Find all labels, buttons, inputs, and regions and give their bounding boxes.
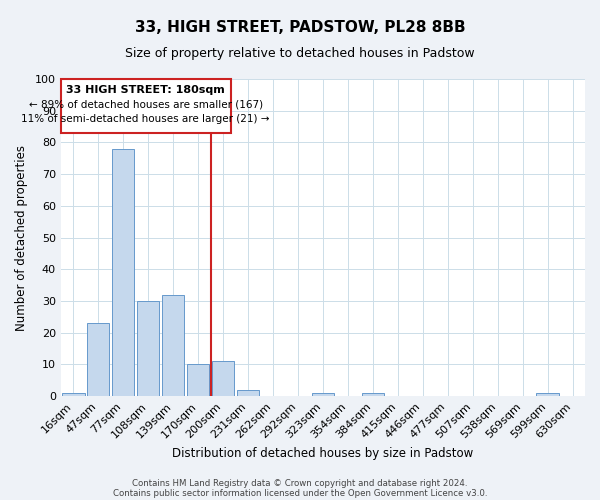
X-axis label: Distribution of detached houses by size in Padstow: Distribution of detached houses by size … [172, 447, 473, 460]
Text: Contains public sector information licensed under the Open Government Licence v3: Contains public sector information licen… [113, 488, 487, 498]
Bar [237, 390, 259, 396]
Text: Size of property relative to detached houses in Padstow: Size of property relative to detached ho… [125, 48, 475, 60]
Bar [62, 393, 85, 396]
Bar [112, 149, 134, 396]
Bar [87, 324, 109, 396]
Text: 11% of semi-detached houses are larger (21) →: 11% of semi-detached houses are larger (… [22, 114, 270, 124]
Text: Contains HM Land Registry data © Crown copyright and database right 2024.: Contains HM Land Registry data © Crown c… [132, 478, 468, 488]
Text: 33, HIGH STREET, PADSTOW, PL28 8BB: 33, HIGH STREET, PADSTOW, PL28 8BB [134, 20, 466, 35]
FancyBboxPatch shape [61, 79, 230, 133]
Bar [212, 362, 234, 396]
Text: ← 89% of detached houses are smaller (167): ← 89% of detached houses are smaller (16… [29, 100, 263, 110]
Bar [162, 294, 184, 396]
Bar [311, 393, 334, 396]
Bar [137, 301, 160, 396]
Bar [187, 364, 209, 396]
Y-axis label: Number of detached properties: Number of detached properties [15, 144, 28, 330]
Bar [536, 393, 559, 396]
Bar [362, 393, 384, 396]
Text: 33 HIGH STREET: 180sqm: 33 HIGH STREET: 180sqm [67, 86, 225, 96]
